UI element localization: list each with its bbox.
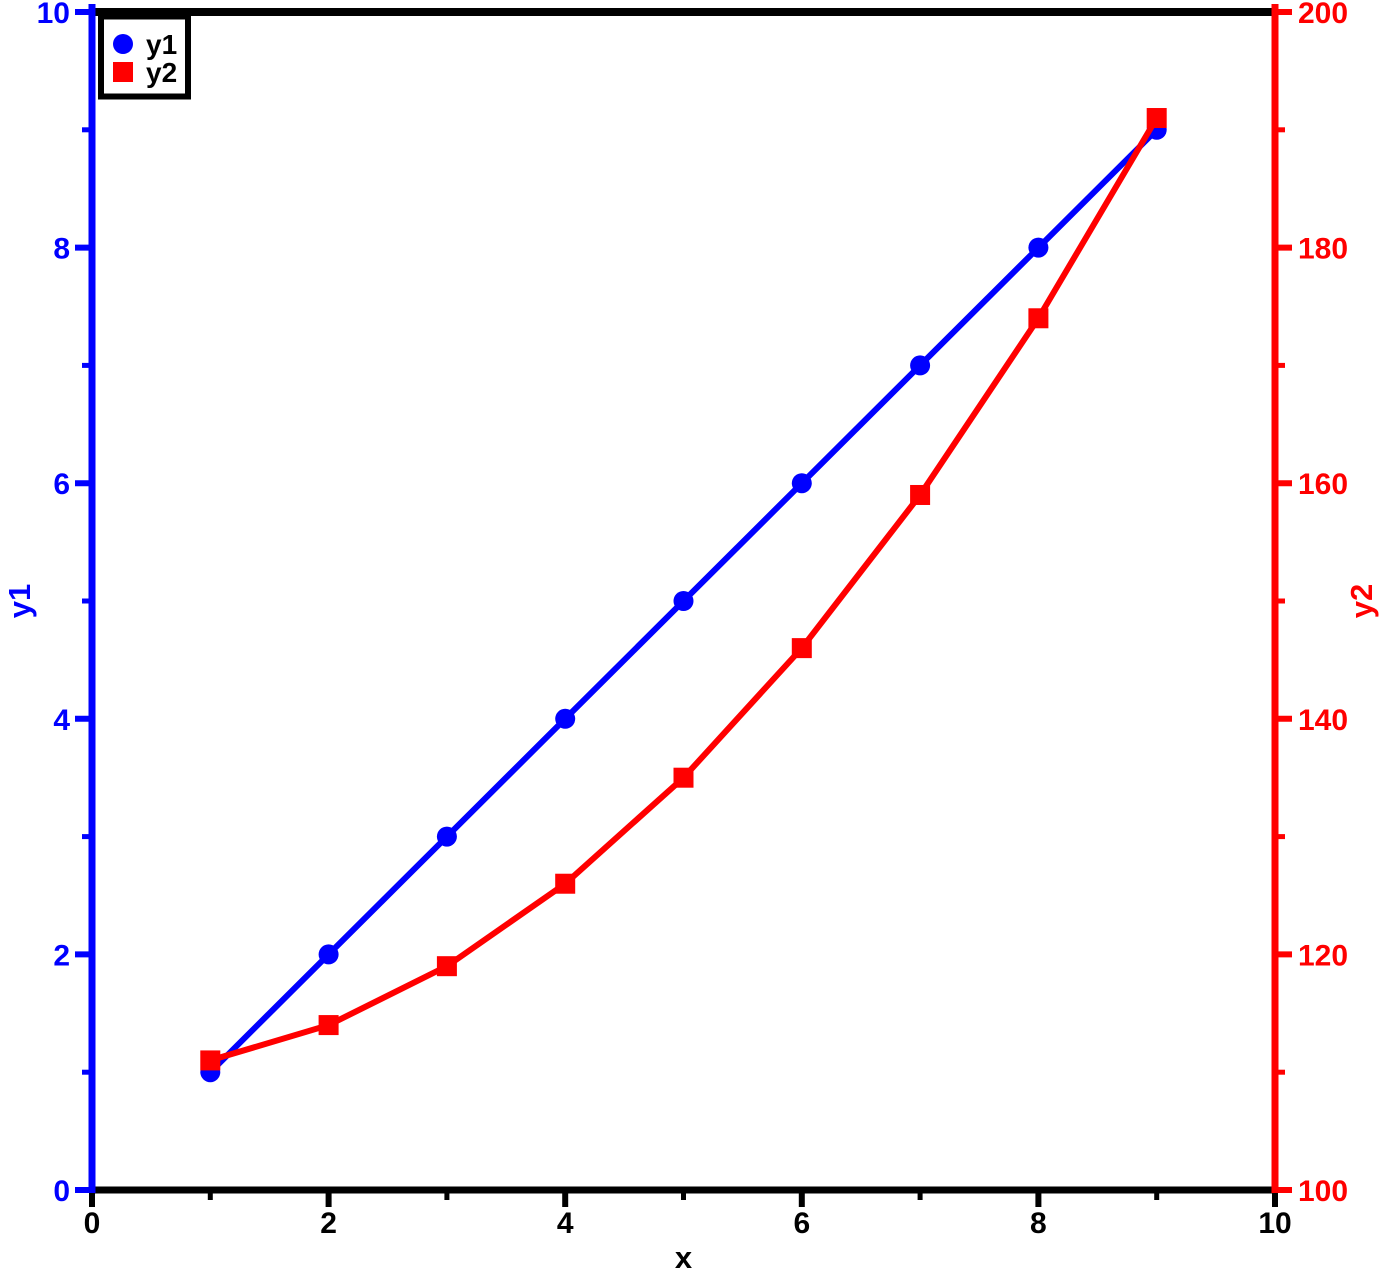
x-axis-tick-label: 10: [1258, 1207, 1291, 1240]
left-axis-tick-label: 6: [53, 468, 70, 501]
y2-point: [436, 956, 457, 977]
x-axis-tick-label: 4: [557, 1207, 574, 1240]
y1-point: [555, 708, 576, 729]
right-axis-tick-label: 120: [1298, 939, 1348, 972]
y1-point: [791, 473, 812, 494]
y2-point: [791, 638, 812, 659]
left-axis-tick-label: 4: [53, 704, 70, 737]
left-axis: 0 2 4 6 8 10 y1: [2, 0, 96, 1208]
y2-point: [318, 1015, 339, 1036]
y2-point: [1146, 108, 1167, 129]
right-axis-title: y2: [1344, 584, 1379, 618]
legend-marker-y2: [113, 62, 133, 82]
y1-point: [318, 944, 339, 965]
y1-point: [436, 826, 457, 847]
y2-point: [673, 767, 694, 788]
right-axis-tick-label: 100: [1298, 1175, 1348, 1208]
right-axis-tick-label: 200: [1298, 0, 1348, 30]
left-axis-tick-label: 10: [37, 0, 70, 30]
legend-box: [98, 13, 191, 100]
x-axis-tick-label: 6: [793, 1207, 810, 1240]
right-axis-tick-label: 160: [1298, 468, 1348, 501]
y1-point: [910, 355, 931, 376]
y1-point: [673, 591, 694, 611]
y1-point: [1028, 237, 1049, 258]
legend-marker-y1: [113, 34, 133, 54]
y2-point: [1028, 308, 1049, 329]
x-axis-tick-label: 2: [320, 1207, 337, 1240]
legend-label-y2: y2: [146, 57, 177, 88]
legend-label-y1: y1: [146, 29, 177, 60]
x-axis-tick-label: 8: [1030, 1207, 1047, 1240]
left-axis-tick-label: 0: [53, 1175, 70, 1208]
right-axis-tick-label: 140: [1298, 704, 1348, 737]
y2-point: [555, 873, 576, 894]
series-y2: [200, 108, 1167, 1071]
right-axis-tick-label: 180: [1298, 233, 1348, 266]
y2-point: [910, 484, 931, 505]
y2-point: [200, 1050, 221, 1071]
x-axis-tick-label: 0: [84, 1207, 101, 1240]
x-axis-title: x: [675, 1240, 693, 1273]
left-axis-tick-label: 2: [53, 939, 70, 972]
right-axis: 100 120 140 160 180 200 y2: [1271, 0, 1379, 1208]
x-axis: 0 2 4 6 8 10 x: [84, 1186, 1292, 1273]
left-axis-title: y1: [2, 584, 37, 618]
left-axis-tick-label: 8: [53, 233, 70, 266]
